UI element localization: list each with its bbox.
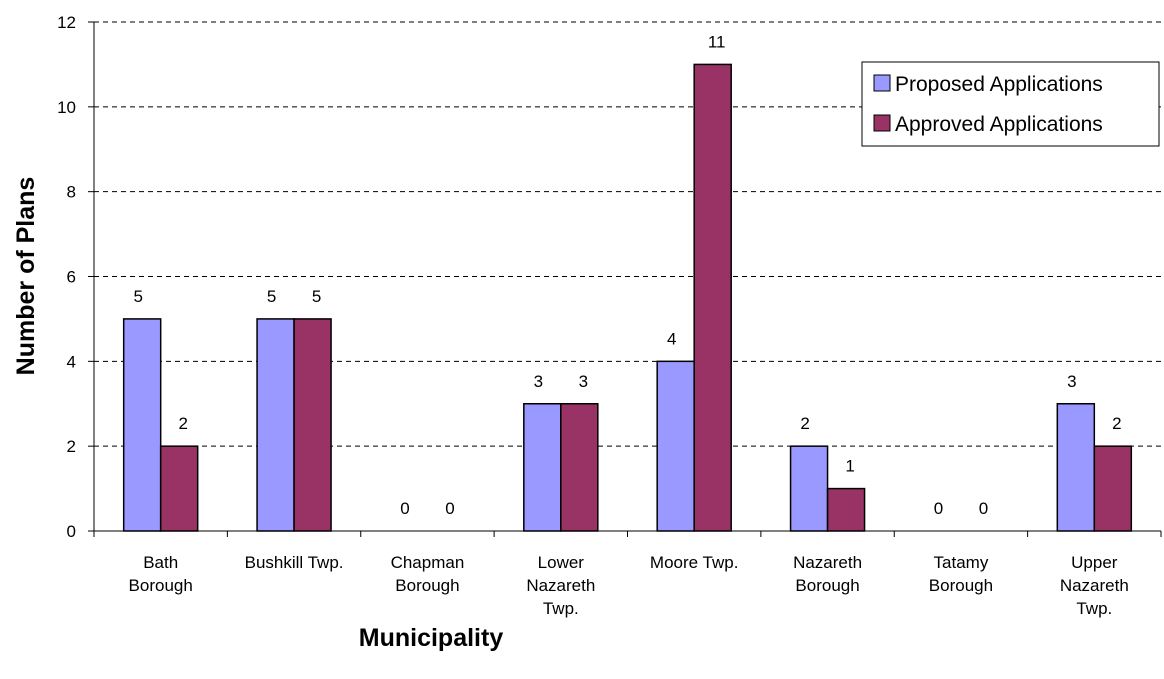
y-tick-label: 0 <box>67 522 76 541</box>
bar-approved <box>293 318 332 532</box>
data-label-approved: 11 <box>708 32 726 51</box>
y-tick-label: 12 <box>57 13 76 32</box>
y-tick-label: 4 <box>67 352 76 371</box>
x-category-label: Tatamy Borough <box>929 553 993 595</box>
bars <box>122 63 1133 532</box>
y-tick-label: 2 <box>67 437 76 456</box>
data-label-proposed: 5 <box>267 287 276 306</box>
data-label-proposed: 2 <box>800 414 809 433</box>
bar-approved <box>826 487 866 532</box>
y-tick-label: 6 <box>67 268 76 287</box>
bar-approved <box>693 63 732 532</box>
data-label-proposed: 4 <box>667 329 676 348</box>
x-category-labels: Bath Borough Bushkill Twp. Chapman Borough Lo… <box>129 553 1129 618</box>
data-label-approved: 2 <box>1112 414 1121 433</box>
bar-proposed <box>523 403 562 532</box>
x-category-label: Chapman Borough <box>391 553 465 595</box>
bar-approved <box>1093 445 1133 532</box>
data-label-approved: 0 <box>979 499 988 518</box>
bar-approved <box>560 403 599 532</box>
data-label-proposed: 5 <box>133 287 142 306</box>
data-label-approved: 3 <box>579 372 588 391</box>
data-label-proposed: 0 <box>934 499 943 518</box>
x-axis-title: Municipality <box>359 624 504 652</box>
bar-proposed <box>656 360 695 532</box>
legend: Proposed Applications Approved Applicati… <box>861 61 1160 147</box>
data-label-approved: 0 <box>445 499 454 518</box>
data-labels: 5 2 5 5 0 0 3 3 4 11 2 1 0 0 3 2 <box>133 32 1121 518</box>
legend-label-proposed: Proposed Applications <box>895 73 1103 96</box>
y-axis-title: Number of Plans <box>12 177 40 376</box>
data-label-approved: 1 <box>845 457 854 476</box>
data-label-approved: 2 <box>178 414 187 433</box>
data-label-proposed: 0 <box>400 499 409 518</box>
grid-lines <box>94 21 1161 447</box>
y-tick-label: 10 <box>57 98 76 117</box>
legend-label-approved: Approved Applications <box>895 113 1103 136</box>
bar-approved <box>159 445 199 532</box>
x-category-label: Upper Nazareth Twp. <box>1060 553 1129 618</box>
y-tick-labels: 0 2 4 6 8 10 12 <box>57 13 76 541</box>
x-category-label: Moore Twp. <box>650 553 739 572</box>
data-label-approved: 5 <box>312 287 321 306</box>
bar-proposed <box>256 318 295 532</box>
x-category-label: Lower Nazareth Twp. <box>526 553 595 618</box>
data-label-proposed: 3 <box>534 372 543 391</box>
y-tick-label: 8 <box>67 183 76 202</box>
x-category-label: Bath Borough <box>129 553 193 595</box>
x-category-label: Nazareth Borough <box>793 553 862 595</box>
x-category-label: Bushkill Twp. <box>245 553 344 572</box>
legend-swatch-approved <box>873 114 891 132</box>
data-label-proposed: 3 <box>1067 372 1076 391</box>
bar-proposed <box>122 318 162 532</box>
legend-frame <box>861 61 1160 147</box>
bar-proposed <box>789 445 829 532</box>
legend-swatch-proposed <box>873 74 891 92</box>
axes <box>88 21 1162 537</box>
bar-proposed <box>1056 403 1096 532</box>
